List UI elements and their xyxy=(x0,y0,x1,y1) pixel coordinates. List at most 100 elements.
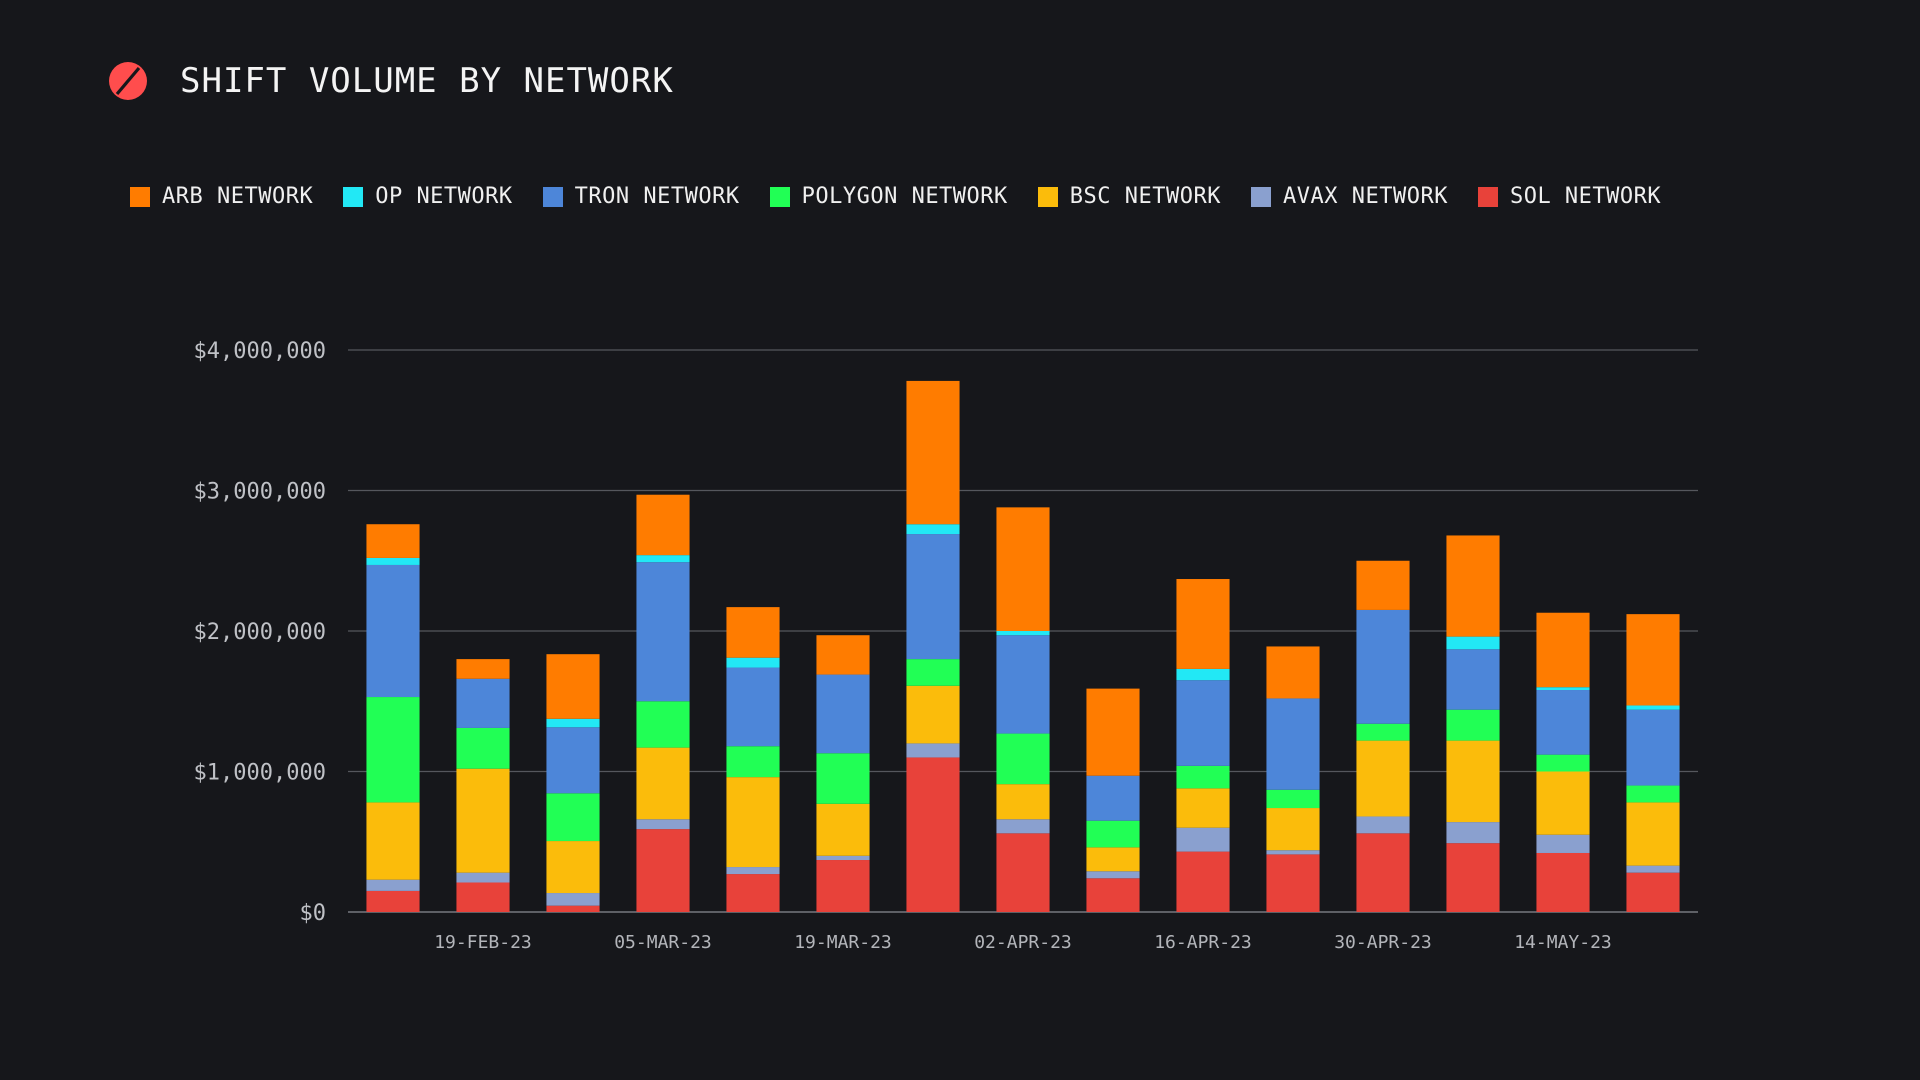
bar-segment-arb-network[interactable] xyxy=(816,635,870,675)
bar-segment-polygon-network[interactable] xyxy=(726,746,780,778)
bar-segment-op-network[interactable] xyxy=(366,557,420,565)
bar-segment-sol-network[interactable] xyxy=(1176,851,1230,912)
bar-segment-op-network[interactable] xyxy=(1626,705,1680,710)
bar-segment-tron-network[interactable] xyxy=(1626,709,1680,786)
bar-segment-sol-network[interactable] xyxy=(1536,852,1590,912)
bar-segment-avax-network[interactable] xyxy=(1356,816,1410,834)
bar-segment-avax-network[interactable] xyxy=(1176,827,1230,852)
bar-segment-arb-network[interactable] xyxy=(546,654,600,719)
bar-segment-sol-network[interactable] xyxy=(1266,854,1320,912)
legend-item-bsc-network[interactable]: BSC NETWORK xyxy=(1037,184,1221,209)
bar-segment-arb-network[interactable] xyxy=(366,524,420,558)
bar-segment-tron-network[interactable] xyxy=(366,564,420,698)
bar-segment-tron-network[interactable] xyxy=(726,667,780,747)
bar-segment-avax-network[interactable] xyxy=(906,743,960,758)
bar-segment-avax-network[interactable] xyxy=(1626,865,1680,873)
bar-segment-tron-network[interactable] xyxy=(546,727,600,794)
bar-segment-tron-network[interactable] xyxy=(816,674,870,754)
bar-segment-sol-network[interactable] xyxy=(1446,843,1500,912)
bar-segment-arb-network[interactable] xyxy=(726,607,780,658)
bar-segment-bsc-network[interactable] xyxy=(1266,808,1320,851)
legend-item-sol-network[interactable]: SOL NETWORK xyxy=(1477,184,1661,209)
bar-segment-polygon-network[interactable] xyxy=(906,659,960,686)
bar-segment-bsc-network[interactable] xyxy=(1536,771,1590,835)
bar-segment-polygon-network[interactable] xyxy=(1356,723,1410,741)
bar-segment-tron-network[interactable] xyxy=(1176,680,1230,766)
bar-segment-op-network[interactable] xyxy=(906,524,960,535)
bar-segment-bsc-network[interactable] xyxy=(366,802,420,880)
bar-segment-sol-network[interactable] xyxy=(726,874,780,912)
bar-segment-sol-network[interactable] xyxy=(636,829,690,912)
bar-segment-arb-network[interactable] xyxy=(636,494,690,556)
bar-segment-polygon-network[interactable] xyxy=(996,733,1050,785)
bar-segment-avax-network[interactable] xyxy=(1536,834,1590,853)
bar-segment-op-network[interactable] xyxy=(1176,668,1230,681)
bar-segment-polygon-network[interactable] xyxy=(1536,754,1590,772)
legend-item-avax-network[interactable]: AVAX NETWORK xyxy=(1251,184,1448,209)
bar-segment-sol-network[interactable] xyxy=(1086,878,1140,912)
bar-segment-sol-network[interactable] xyxy=(366,890,420,912)
bar-segment-bsc-network[interactable] xyxy=(1356,740,1410,817)
bar-segment-tron-network[interactable] xyxy=(906,534,960,660)
bar-segment-polygon-network[interactable] xyxy=(1266,789,1320,809)
bar-segment-sol-network[interactable] xyxy=(816,860,870,912)
bar-segment-sol-network[interactable] xyxy=(906,757,960,912)
bar-segment-tron-network[interactable] xyxy=(1266,698,1320,790)
legend-item-op-network[interactable]: OP NETWORK xyxy=(343,184,512,209)
bar-segment-avax-network[interactable] xyxy=(1086,871,1140,879)
bar-segment-tron-network[interactable] xyxy=(1446,649,1500,710)
bar-segment-polygon-network[interactable] xyxy=(456,727,510,769)
bar-segment-bsc-network[interactable] xyxy=(996,784,1050,820)
bar-segment-sol-network[interactable] xyxy=(546,905,600,912)
bar-segment-bsc-network[interactable] xyxy=(726,777,780,868)
bar-segment-arb-network[interactable] xyxy=(456,659,510,679)
bar-segment-op-network[interactable] xyxy=(996,631,1050,636)
bar-segment-polygon-network[interactable] xyxy=(1086,820,1140,848)
bar-segment-bsc-network[interactable] xyxy=(1626,802,1680,866)
bar-segment-op-network[interactable] xyxy=(1446,636,1500,650)
bar-segment-bsc-network[interactable] xyxy=(1176,788,1230,828)
bar-segment-avax-network[interactable] xyxy=(636,819,690,830)
bar-segment-arb-network[interactable] xyxy=(1536,612,1590,688)
bar-segment-avax-network[interactable] xyxy=(816,855,870,861)
bar-segment-op-network[interactable] xyxy=(636,555,690,563)
bar-segment-avax-network[interactable] xyxy=(1266,850,1320,855)
bar-segment-bsc-network[interactable] xyxy=(546,841,600,894)
bar-segment-bsc-network[interactable] xyxy=(456,768,510,873)
bar-segment-tron-network[interactable] xyxy=(1536,690,1590,755)
bar-segment-avax-network[interactable] xyxy=(366,879,420,891)
bar-segment-arb-network[interactable] xyxy=(1356,560,1410,610)
bar-segment-op-network[interactable] xyxy=(1536,687,1590,691)
bar-segment-avax-network[interactable] xyxy=(726,867,780,875)
bar-segment-sol-network[interactable] xyxy=(1626,872,1680,912)
bar-segment-arb-network[interactable] xyxy=(1446,535,1500,637)
bar-segment-arb-network[interactable] xyxy=(1086,688,1140,776)
bar-segment-bsc-network[interactable] xyxy=(636,747,690,820)
bar-segment-polygon-network[interactable] xyxy=(1176,765,1230,789)
bar-segment-sol-network[interactable] xyxy=(456,882,510,912)
bar-segment-sol-network[interactable] xyxy=(1356,833,1410,912)
bar-segment-avax-network[interactable] xyxy=(456,872,510,883)
bar-segment-avax-network[interactable] xyxy=(996,819,1050,834)
bar-segment-tron-network[interactable] xyxy=(996,635,1050,734)
bar-segment-tron-network[interactable] xyxy=(456,678,510,728)
bar-segment-arb-network[interactable] xyxy=(1626,614,1680,706)
bar-segment-avax-network[interactable] xyxy=(546,893,600,906)
bar-segment-bsc-network[interactable] xyxy=(1086,847,1140,872)
bar-segment-bsc-network[interactable] xyxy=(816,803,870,856)
bar-segment-tron-network[interactable] xyxy=(636,562,690,702)
legend-item-polygon-network[interactable]: POLYGON NETWORK xyxy=(769,184,1008,209)
bar-segment-arb-network[interactable] xyxy=(906,380,960,525)
bar-segment-polygon-network[interactable] xyxy=(546,793,600,842)
bar-segment-polygon-network[interactable] xyxy=(636,701,690,748)
bar-segment-polygon-network[interactable] xyxy=(366,697,420,803)
bar-segment-tron-network[interactable] xyxy=(1086,775,1140,821)
bar-segment-polygon-network[interactable] xyxy=(1626,785,1680,803)
bar-segment-avax-network[interactable] xyxy=(1446,822,1500,844)
bar-segment-polygon-network[interactable] xyxy=(1446,709,1500,741)
bar-segment-bsc-network[interactable] xyxy=(906,685,960,744)
bar-segment-sol-network[interactable] xyxy=(996,833,1050,912)
bar-segment-tron-network[interactable] xyxy=(1356,609,1410,724)
bar-segment-op-network[interactable] xyxy=(726,657,780,668)
legend-item-tron-network[interactable]: TRON NETWORK xyxy=(542,184,740,209)
